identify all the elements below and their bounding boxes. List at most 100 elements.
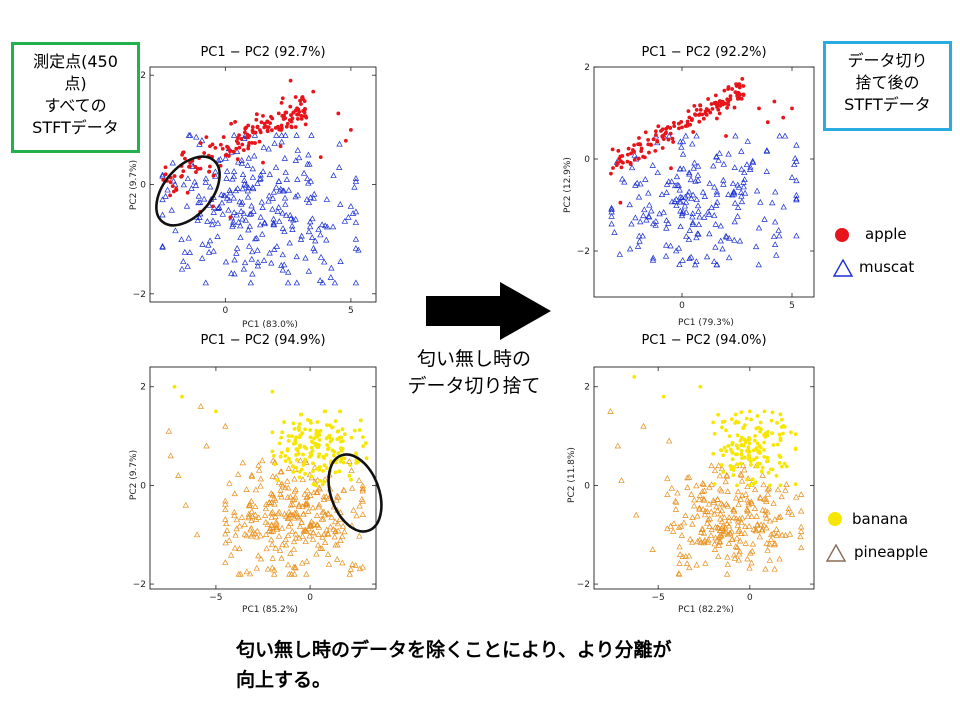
pineapple-point — [269, 554, 276, 561]
pineapple-point — [724, 531, 732, 538]
muscat-point — [671, 182, 679, 189]
pineapple-point — [289, 501, 297, 507]
apple-point — [733, 90, 738, 95]
y-tick-label: 2 — [140, 71, 146, 81]
pineapple-point — [295, 501, 303, 508]
apple-point — [713, 93, 718, 98]
banana-point — [739, 410, 744, 415]
muscat-point — [650, 220, 657, 227]
apple-point — [672, 124, 677, 128]
apple-point — [241, 148, 246, 153]
apple-point — [246, 123, 251, 128]
muscat-point — [714, 198, 721, 205]
banana-point — [348, 463, 353, 468]
pineapple-point — [726, 529, 734, 536]
muscat-point — [265, 192, 273, 199]
pineapple-point — [356, 502, 363, 509]
pineapple-point — [740, 462, 747, 469]
apple-point — [765, 120, 770, 125]
banana-point — [661, 394, 666, 399]
muscat-point — [331, 279, 339, 286]
arrow-caption-line: データ切り捨て — [407, 375, 541, 397]
apple-point — [686, 109, 691, 114]
pineapple-point — [751, 486, 759, 493]
apple-point — [706, 108, 711, 113]
pineapple-point — [252, 486, 260, 493]
muscat-point — [222, 155, 229, 161]
banana-point — [746, 436, 751, 440]
pineapple-point — [290, 546, 298, 552]
muscat-point — [720, 176, 727, 183]
muscat-point — [235, 158, 242, 165]
banana-point — [735, 433, 740, 438]
muscat-point — [283, 176, 291, 183]
pineapple-point — [685, 564, 693, 571]
data-points — [607, 374, 805, 577]
pineapple-point — [764, 490, 772, 497]
apple-point — [288, 78, 293, 83]
banana-point — [322, 479, 327, 484]
apple-point — [700, 112, 705, 117]
banana-point — [726, 443, 731, 448]
apple-point — [697, 119, 702, 124]
pineapple-point — [346, 458, 353, 464]
pineapple-point — [706, 515, 714, 522]
muscat-point — [738, 165, 745, 172]
pineapple-point — [268, 541, 276, 548]
muscat-point — [282, 169, 289, 175]
banana-point — [719, 448, 724, 453]
pineapple-point — [317, 545, 324, 551]
pineapple-point — [269, 527, 277, 534]
pineapple-point — [775, 514, 783, 520]
pineapple-point — [246, 500, 253, 507]
y-axis-label: PC2 (9.7%) — [129, 450, 139, 500]
pineapple-point — [746, 564, 753, 571]
pineapple-point — [665, 437, 673, 444]
apple-point — [276, 111, 281, 116]
banana-point — [315, 420, 320, 424]
pineapple-point — [303, 558, 311, 564]
pineapple-point — [222, 559, 229, 565]
muscat-point — [168, 206, 175, 213]
pineapple-point — [785, 505, 792, 512]
all-stft-data-label-box: 測定点(450 点) すべての STFTデータ — [11, 42, 140, 153]
muscat-point — [694, 171, 702, 178]
pineapple-point — [291, 475, 298, 482]
pineapple-point — [231, 490, 238, 497]
banana-point — [762, 409, 767, 414]
pineapple-point — [702, 559, 709, 566]
muscat-point — [663, 189, 670, 195]
muscat-point — [328, 264, 335, 271]
apple-point — [299, 116, 304, 121]
plot-frame — [149, 366, 377, 590]
muscat-point — [755, 261, 762, 268]
muscat-point — [676, 261, 683, 268]
apple-point — [730, 87, 734, 91]
muscat-point — [703, 253, 711, 260]
muscat-point — [731, 199, 739, 206]
banana-point — [299, 467, 304, 472]
apple-point — [661, 137, 666, 142]
muscat-point — [608, 206, 615, 213]
pineapple-point — [182, 501, 189, 508]
muscat-point — [345, 213, 352, 220]
muscat-point — [233, 249, 240, 256]
banana-point — [330, 425, 334, 430]
banana-point — [270, 430, 275, 435]
pineapple-point — [203, 442, 210, 449]
pineapple-point — [348, 467, 355, 474]
apple-point — [296, 112, 301, 117]
muscat-point — [254, 180, 261, 186]
muscat-point — [694, 176, 702, 183]
muscat-point — [289, 226, 296, 232]
banana-point — [172, 384, 177, 389]
pineapple-point — [737, 496, 745, 502]
pineapple-point — [236, 522, 243, 529]
banana-point — [316, 454, 321, 459]
plot-title-bottom-left: PC1 − PC2 (94.9%) — [200, 333, 326, 348]
muscat-point — [316, 277, 324, 284]
pineapple-point — [325, 561, 333, 567]
pineapple-point — [699, 525, 706, 532]
muscat-point — [162, 193, 169, 199]
muscat-point — [352, 279, 360, 286]
